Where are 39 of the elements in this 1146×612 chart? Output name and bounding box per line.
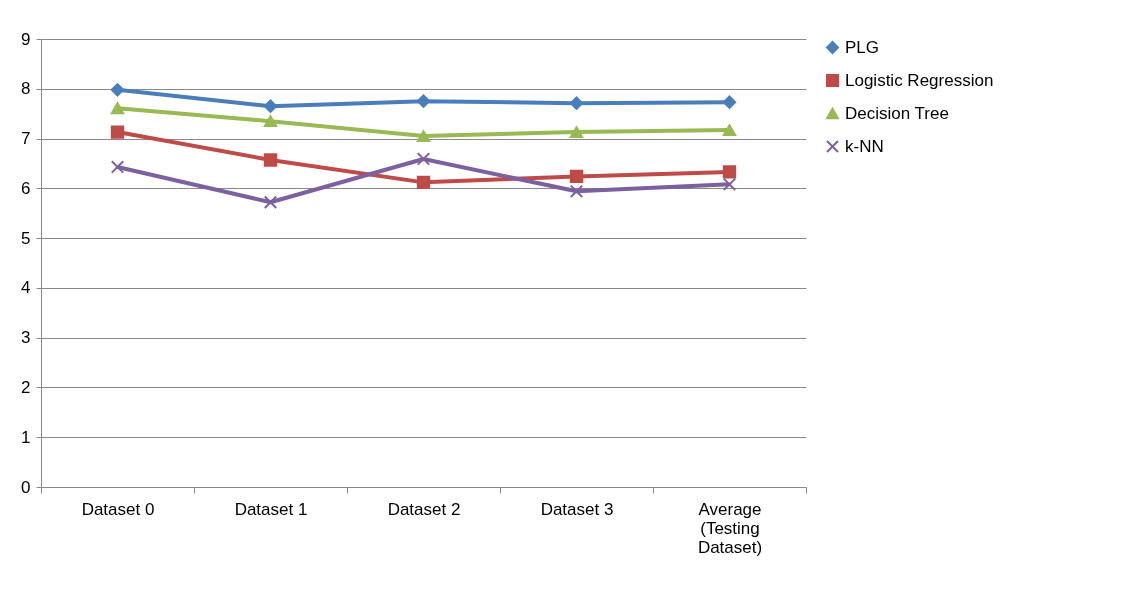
y-tick-label: 7 xyxy=(21,129,31,149)
y-tick-label: 6 xyxy=(21,178,31,198)
x-tick-label: Dataset 3 xyxy=(540,499,614,519)
point xyxy=(569,96,584,110)
point xyxy=(722,124,737,137)
x-tick-label: Dataset 0 xyxy=(81,499,155,519)
point xyxy=(416,175,431,190)
y-tick-label: 8 xyxy=(21,79,31,99)
y-tick-label: 1 xyxy=(21,427,31,447)
point xyxy=(110,102,125,115)
point xyxy=(569,169,584,184)
legend-label: PLG xyxy=(845,37,880,57)
y-tick-label: 3 xyxy=(21,328,31,348)
point xyxy=(722,165,737,179)
point xyxy=(569,184,584,199)
point xyxy=(263,195,278,209)
point xyxy=(416,94,431,108)
y-tick-label: 9 xyxy=(21,29,31,49)
point xyxy=(416,152,431,166)
y-tick-label: 0 xyxy=(21,477,31,497)
y-tick-label: 2 xyxy=(21,377,31,397)
y-tick-label: 5 xyxy=(21,228,31,248)
y-tick-label: 4 xyxy=(21,278,31,298)
point xyxy=(263,115,278,128)
point xyxy=(416,130,431,142)
legend-label: k-NN xyxy=(845,136,884,156)
legend-label: Logistic Regression xyxy=(845,70,994,90)
x-tick-label: Average (Testing Dataset) xyxy=(697,499,763,557)
point xyxy=(110,125,125,139)
point xyxy=(263,99,278,113)
x-tick-label: Dataset 1 xyxy=(234,499,308,519)
legend-label: Decision Tree xyxy=(845,103,949,123)
point xyxy=(722,177,737,192)
point xyxy=(722,95,737,109)
x-tick-label: Dataset 2 xyxy=(387,499,461,519)
point xyxy=(110,160,125,174)
point xyxy=(569,126,584,139)
point xyxy=(263,153,278,167)
point xyxy=(110,83,125,97)
